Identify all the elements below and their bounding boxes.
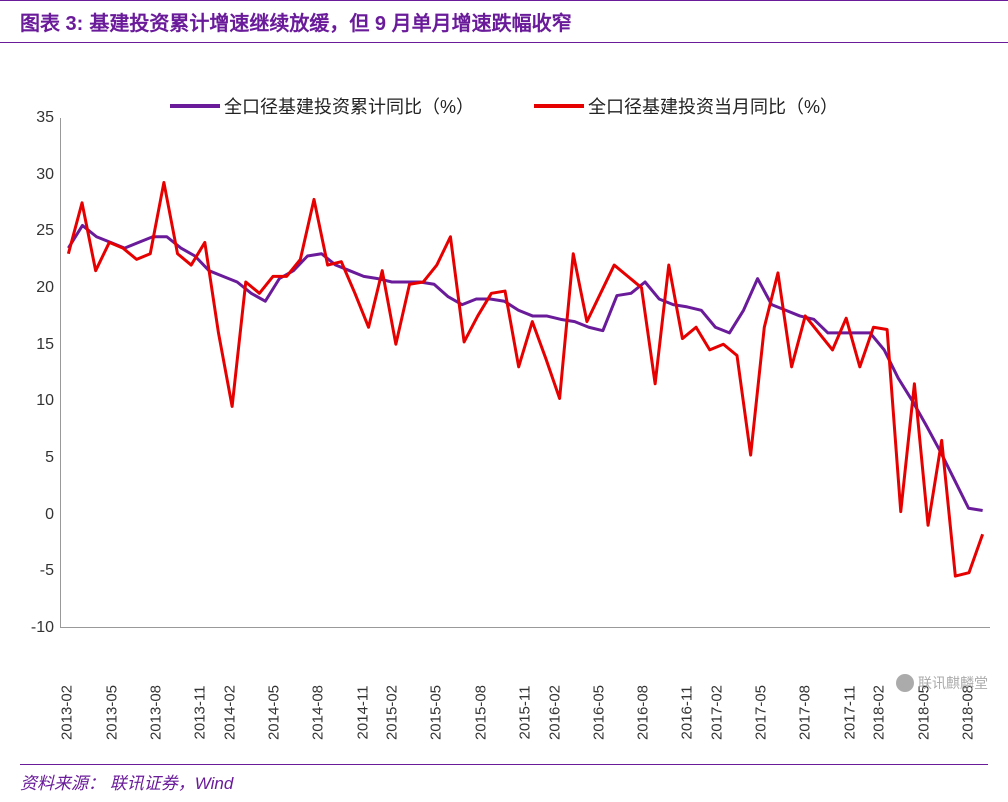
watermark: 联讯麒麟堂: [896, 673, 988, 693]
y-tick-label: 15: [0, 336, 54, 354]
x-tick-label: 2018-05: [915, 685, 932, 740]
legend-item-cumulative: 全口径基建投资累计同比（%）: [170, 93, 474, 119]
x-tick-label: 2013-11: [192, 686, 209, 740]
legend-label-cumulative: 全口径基建投资累计同比（%）: [224, 93, 474, 119]
x-tick-label: 2013-02: [59, 685, 76, 740]
title-prefix: 图表 3:: [20, 7, 83, 36]
wechat-icon: [896, 674, 914, 692]
x-tick-label: 2014-11: [354, 686, 371, 740]
legend-swatch-monthly: [534, 104, 584, 108]
plot-area: [60, 118, 990, 628]
chart-container: 全口径基建投资累计同比（%） 全口径基建投资当月同比（%） -10 -5 0 5 10 1…: [0, 43, 1008, 743]
x-tick-label: 2016-11: [679, 686, 696, 740]
source-text: 联讯证券，Wind: [110, 774, 234, 793]
series-line-monthly: [68, 182, 982, 576]
y-tick-label: 5: [0, 449, 54, 467]
x-tick-label: 2014-05: [266, 685, 283, 740]
x-tick-label: 2017-11: [841, 686, 858, 740]
source-label: 资料来源：: [20, 774, 105, 793]
legend-item-monthly: 全口径基建投资当月同比（%）: [534, 93, 838, 119]
x-tick-label: 2017-02: [708, 685, 725, 740]
y-tick-label: 0: [0, 506, 54, 524]
y-tick-label: 35: [0, 109, 54, 127]
x-tick-label: 2016-02: [546, 685, 563, 740]
y-tick-label: 25: [0, 222, 54, 240]
x-tick-label: 2015-05: [428, 685, 445, 740]
y-tick-label: 10: [0, 392, 54, 410]
x-tick-label: 2014-08: [310, 685, 327, 740]
legend-swatch-cumulative: [170, 104, 220, 108]
legend: 全口径基建投资累计同比（%） 全口径基建投资当月同比（%）: [0, 93, 1008, 119]
x-tick-label: 2013-05: [103, 685, 120, 740]
x-tick-label: 2015-08: [472, 685, 489, 740]
x-tick-label: 2015-11: [517, 686, 534, 740]
x-tick-label: 2014-02: [221, 685, 238, 740]
title-text: 基建投资累计增速继续放缓，但 9 月单月增速跌幅收窄: [89, 7, 571, 36]
x-tick-label: 2018-08: [959, 685, 976, 740]
x-tick-label: 2013-08: [147, 685, 164, 740]
line-chart-svg: [61, 118, 990, 627]
y-tick-label: -5: [0, 562, 54, 580]
x-tick-label: 2018-02: [871, 685, 888, 740]
chart-title-bar: 图表 3: 基建投资累计增速继续放缓，但 9 月单月增速跌幅收窄: [0, 0, 1008, 43]
y-tick-label: 20: [0, 279, 54, 297]
series-line-cumulative: [68, 225, 982, 510]
x-tick-label: 2016-08: [635, 685, 652, 740]
x-tick-label: 2017-08: [797, 685, 814, 740]
x-tick-label: 2016-05: [590, 685, 607, 740]
watermark-text: 联讯麒麟堂: [918, 673, 988, 693]
legend-label-monthly: 全口径基建投资当月同比（%）: [588, 93, 838, 119]
x-tick-label: 2015-02: [384, 685, 401, 740]
y-tick-label: -10: [0, 619, 54, 637]
x-tick-label: 2017-05: [753, 685, 770, 740]
source-bar: 资料来源： 联讯证券，Wind: [20, 764, 988, 794]
y-tick-label: 30: [0, 166, 54, 184]
